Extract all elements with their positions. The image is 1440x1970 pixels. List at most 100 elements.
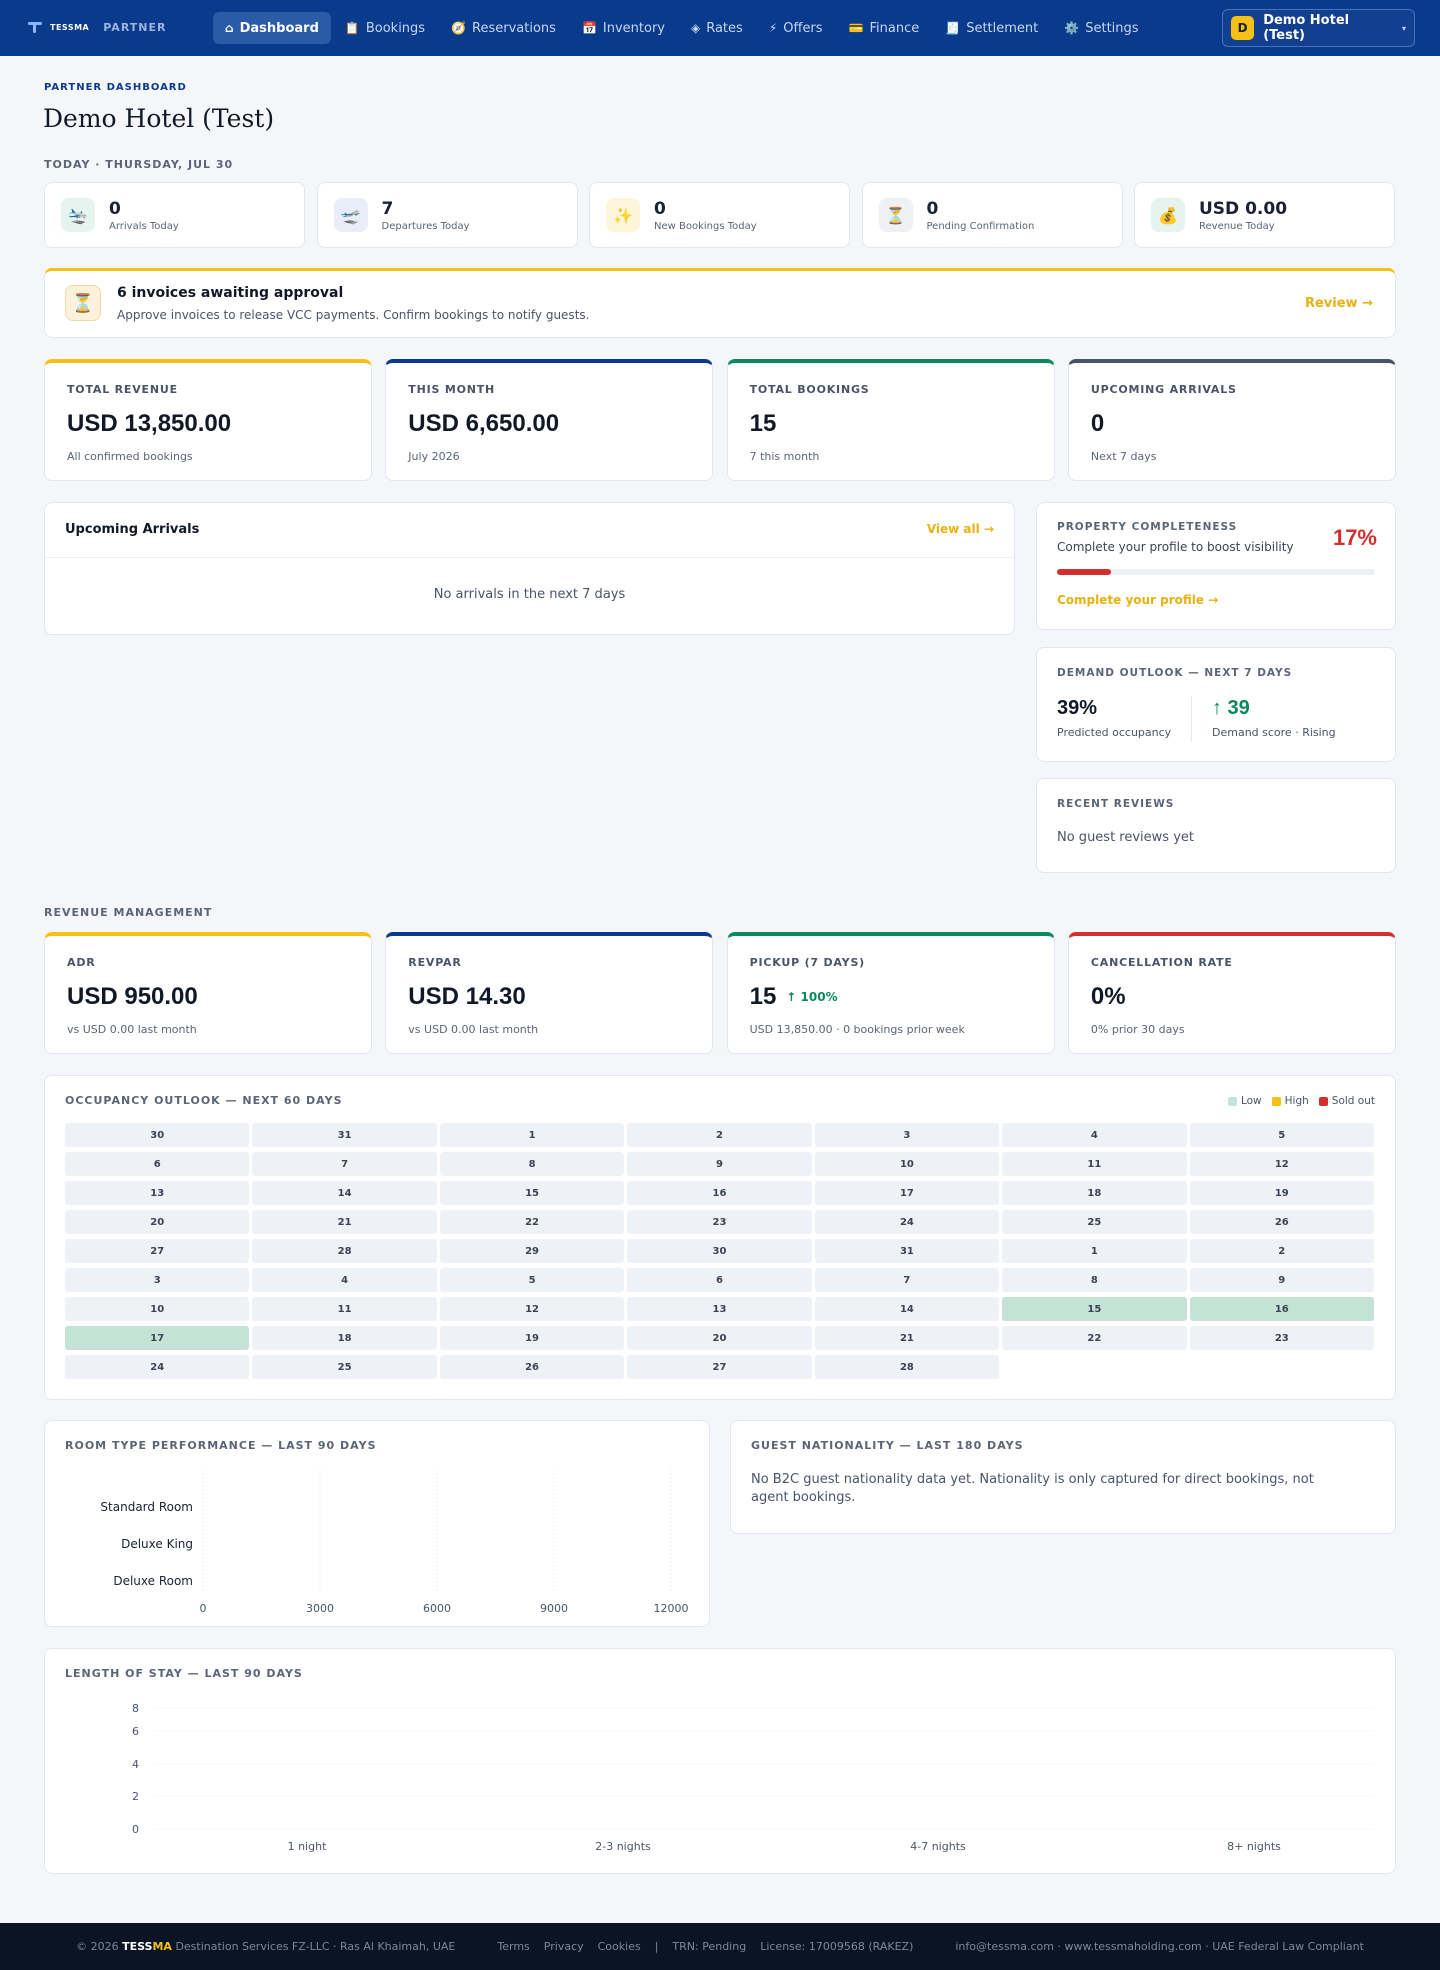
calendar-day[interactable]: 28 [252, 1239, 437, 1263]
calendar-day[interactable]: 27 [65, 1239, 250, 1263]
revenue-management-label: REVENUE MANAGEMENT [44, 906, 213, 919]
calendar-day[interactable]: 29 [439, 1239, 625, 1263]
nav-finance[interactable]: 💳 Finance [837, 12, 932, 44]
calendar-day[interactable]: 23 [1189, 1326, 1374, 1350]
calendar-day[interactable]: 3 [814, 1123, 1000, 1147]
nav-dashboard[interactable]: ⌂ Dashboard [213, 12, 331, 44]
calendar-day[interactable]: 18 [1002, 1181, 1187, 1205]
calendar-day[interactable]: 2 [627, 1123, 812, 1147]
calendar-day[interactable]: 7 [252, 1152, 437, 1176]
calendar-day[interactable]: 17 [65, 1326, 250, 1350]
calendar-day[interactable]: 21 [814, 1326, 1000, 1350]
calendar-day[interactable]: 8 [439, 1152, 625, 1176]
calendar-day[interactable]: 12 [1189, 1152, 1374, 1176]
calendar-day[interactable]: 28 [814, 1355, 1000, 1379]
footer-privacy-link[interactable]: Privacy [543, 1940, 584, 1953]
calendar-day[interactable]: 30 [627, 1239, 812, 1263]
calendar-day[interactable]: 4 [1002, 1123, 1187, 1147]
today-card-departures-today: 🛫 7 Departures Today [316, 182, 578, 248]
calendar-day[interactable]: 19 [1189, 1181, 1374, 1205]
calendar-day[interactable]: 30 [65, 1123, 250, 1147]
calendar-day[interactable]: 31 [252, 1123, 437, 1147]
calendar-day[interactable]: 10 [814, 1152, 1000, 1176]
calendar-day[interactable]: 11 [252, 1297, 437, 1321]
calendar-day[interactable]: 1 [439, 1123, 625, 1147]
calendar-day[interactable]: 3 [65, 1268, 250, 1292]
calendar-day[interactable]: 9 [1189, 1268, 1374, 1292]
footer-terms-link[interactable]: Terms [497, 1940, 530, 1953]
calendar-day[interactable]: 1 [1002, 1239, 1187, 1263]
nav-settings[interactable]: ⚙️ Settings [1052, 12, 1150, 44]
calendar-day[interactable]: 16 [1189, 1297, 1374, 1321]
calendar-day[interactable]: 20 [627, 1326, 812, 1350]
calendar-day[interactable]: 23 [627, 1210, 812, 1234]
rm-card-revpar: REVPAR USD 14.30 vs USD 0.00 last month [385, 932, 714, 1054]
calendar-day[interactable]: 22 [439, 1210, 625, 1234]
legend-high: High [1271, 1095, 1309, 1107]
account-switcher[interactable]: D Demo Hotel (Test) ▾ [1222, 9, 1415, 47]
calendar-day[interactable]: 16 [627, 1181, 812, 1205]
nav-label: Settings [1085, 20, 1139, 36]
review-invoices-link[interactable]: Review → [1304, 296, 1373, 311]
stat-value-row: 15 [750, 410, 1032, 438]
calendar-day[interactable]: 4 [252, 1268, 437, 1292]
stat-subtext: 7 this month [749, 450, 820, 463]
calendar-day[interactable]: 5 [1189, 1123, 1374, 1147]
calendar-day[interactable]: 15 [439, 1181, 625, 1205]
nav-reservations[interactable]: 🧭 Reservations [439, 12, 568, 44]
x-tick-label: 12000 [654, 1602, 689, 1615]
complete-profile-link[interactable]: Complete your profile → [1057, 593, 1219, 607]
stat-value: USD 13,850.00 [67, 410, 232, 437]
calendar-day[interactable]: 27 [627, 1355, 812, 1379]
calendar-day[interactable]: 17 [814, 1181, 1000, 1205]
nav-offers[interactable]: ⚡ Offers [757, 12, 835, 44]
calendar-day[interactable]: 14 [252, 1181, 437, 1205]
calendar-day[interactable]: 24 [65, 1355, 250, 1379]
calendar-day[interactable]: 25 [1002, 1210, 1187, 1234]
calendar-day[interactable]: 14 [814, 1297, 1000, 1321]
top-navbar: TESSMA PARTNER ⌂ Dashboard 📋 Bookings 🧭 Reser… [0, 0, 1440, 56]
nav-inventory[interactable]: 📅 Inventory [570, 12, 677, 44]
calendar-day[interactable]: 19 [439, 1326, 625, 1350]
nav-rates[interactable]: ◈ Rates [679, 12, 755, 44]
nav-bookings[interactable]: 📋 Bookings [333, 12, 437, 44]
calendar-day[interactable]: 9 [627, 1152, 812, 1176]
completeness-percent: 17% [1332, 525, 1377, 550]
calendar-day[interactable]: 26 [1189, 1210, 1374, 1234]
calendar-day[interactable]: 10 [65, 1297, 250, 1321]
stat-label: UPCOMING ARRIVALS [1090, 383, 1237, 396]
x-tick-label: 6000 [423, 1602, 451, 1615]
calendar-day[interactable]: 2 [1189, 1239, 1374, 1263]
calendar-day[interactable]: 6 [627, 1268, 812, 1292]
calendar-day[interactable]: 6 [65, 1152, 250, 1176]
calendar-day[interactable]: 31 [814, 1239, 1000, 1263]
brand-logo[interactable]: TESSMA PARTNER [28, 20, 167, 34]
nav-settlement[interactable]: 🧾 Settlement [933, 12, 1050, 44]
stat-label: REVPAR [408, 956, 462, 969]
calendar-day[interactable]: 22 [1002, 1326, 1187, 1350]
calendar-day[interactable]: 11 [1002, 1152, 1187, 1176]
calendar-day[interactable]: 21 [252, 1210, 437, 1234]
calendar-day[interactable]: 26 [439, 1355, 625, 1379]
calendar-day[interactable]: 20 [65, 1210, 250, 1234]
view-all-arrivals-link[interactable]: View all → [926, 522, 994, 536]
calendar-day[interactable]: 25 [252, 1355, 437, 1379]
calendar-day[interactable]: 15 [1002, 1297, 1187, 1321]
calendar-day[interactable]: 13 [65, 1181, 250, 1205]
x-category-label: 1 night [288, 1840, 327, 1853]
today-card-label: Revenue Today [1199, 220, 1275, 232]
length-of-stay-panel: LENGTH OF STAY — LAST 90 DAYS 0 2 4 6 8 1 nig… [44, 1648, 1396, 1874]
calendar-day[interactable]: 13 [627, 1297, 812, 1321]
calendar-day[interactable]: 7 [814, 1268, 1000, 1292]
footer-cookies-link[interactable]: Cookies [597, 1940, 641, 1953]
page-title: Demo Hotel (Test) [43, 104, 275, 133]
calendar-day[interactable]: 18 [252, 1326, 437, 1350]
calendar-day[interactable]: 24 [814, 1210, 1000, 1234]
nav-offers-icon: ⚡ [768, 21, 778, 35]
rm-card-adr: ADR USD 950.00 vs USD 0.00 last month [44, 932, 372, 1054]
calendar-day[interactable]: 8 [1002, 1268, 1187, 1292]
stat-value-row: USD 13,850.00 [67, 410, 349, 438]
calendar-day[interactable]: 5 [439, 1268, 625, 1292]
calendar-day[interactable]: 12 [439, 1297, 625, 1321]
nav-settlement-icon: 🧾 [945, 21, 961, 35]
